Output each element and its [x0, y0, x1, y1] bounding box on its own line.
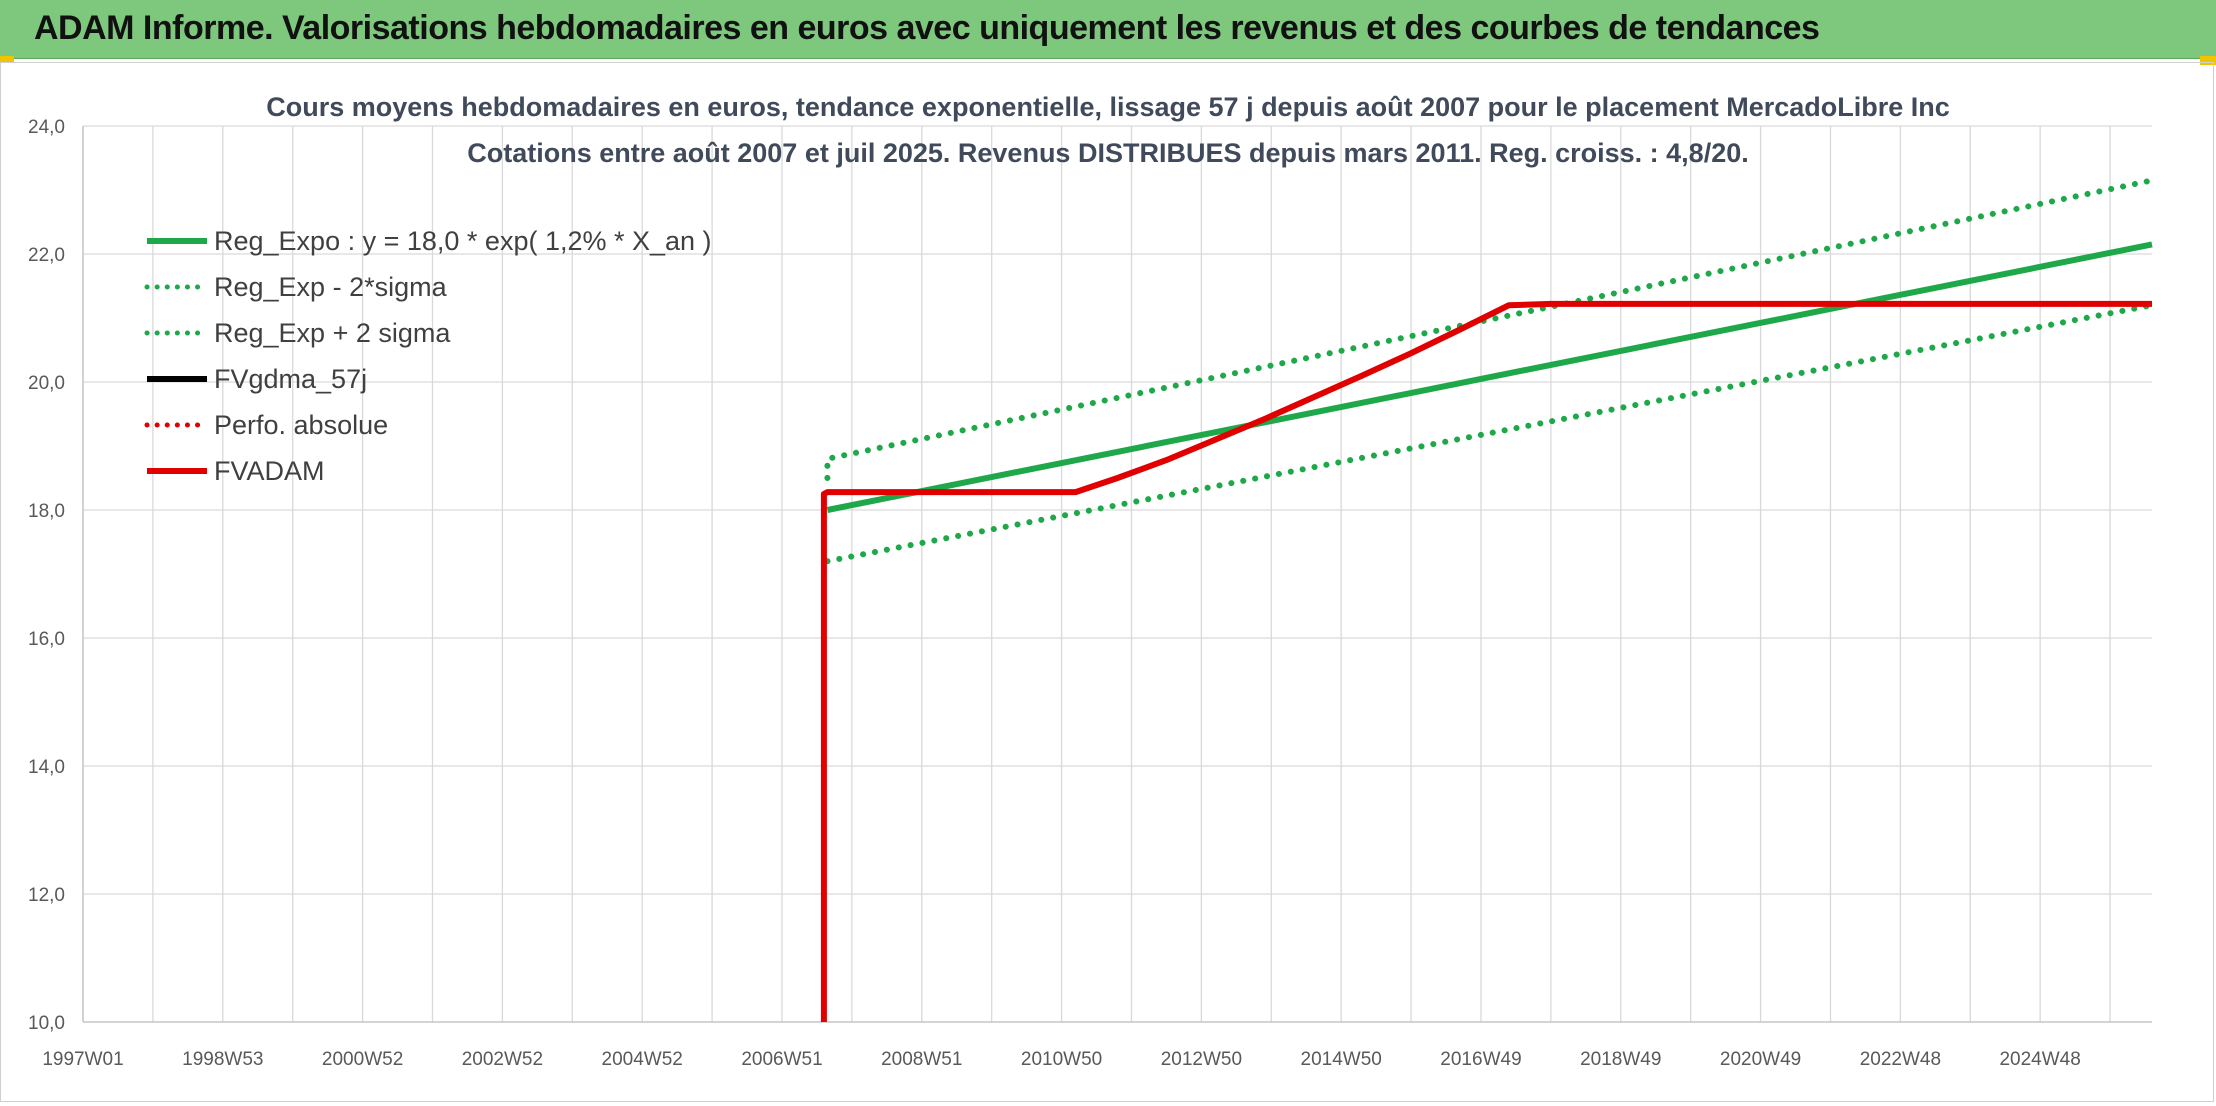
legend-label: Reg_Expo : y = 18,0 * exp( 1,2% * X_an ) — [214, 225, 712, 256]
x-tick-label: 2002W52 — [462, 1049, 543, 1070]
series-lines — [820, 177, 2155, 1022]
series-line-5 — [820, 300, 2152, 1022]
y-tick-label: 16,0 — [28, 629, 65, 650]
x-tick-label: 2020W49 — [1720, 1049, 1801, 1070]
x-tick-label: 1997W01 — [42, 1049, 123, 1070]
chart-legend: Reg_Expo : y = 18,0 * exp( 1,2% * X_an )… — [144, 218, 712, 494]
legend-swatch — [144, 284, 210, 290]
x-tick-label: 1998W53 — [182, 1049, 263, 1070]
legend-item: FVgdma_57j — [144, 356, 712, 402]
y-tick-label: 14,0 — [28, 757, 65, 778]
x-tick-label: 2004W52 — [602, 1049, 683, 1070]
chart-subtitle: Cotations entre août 2007 et juil 2025. … — [467, 138, 1749, 168]
y-tick-label: 12,0 — [28, 885, 65, 906]
legend-swatch — [147, 238, 207, 244]
grid-lines — [82, 125, 2152, 1023]
legend-swatch — [144, 422, 210, 428]
x-tick-label: 2010W50 — [1021, 1049, 1102, 1070]
series-line-1 — [824, 302, 2155, 565]
corner-marker-right — [2200, 56, 2216, 65]
y-tick-label: 24,0 — [28, 117, 65, 138]
x-tick-label: 2018W49 — [1580, 1049, 1661, 1070]
legend-swatch — [147, 468, 207, 474]
tick-labels: 10,0 12,0 14,0 16,0 18,0 20,0 22,0 24,0 1997W01 1… — [28, 117, 2081, 1070]
legend-label: FVgdma_57j — [214, 363, 368, 394]
x-tick-label: 2012W50 — [1161, 1049, 1242, 1070]
report-banner: ADAM Informe. Valorisations hebdomadaire… — [0, 0, 2216, 59]
x-tick-label: 2008W51 — [881, 1049, 962, 1070]
corner-marker-left — [0, 56, 14, 63]
legend-swatch — [147, 376, 207, 382]
chart-title: Cours moyens hebdomadaires en euros, ten… — [266, 92, 1950, 122]
legend-item: FVADAM — [144, 448, 712, 494]
report-title: ADAM Informe. Valorisations hebdomadaire… — [34, 9, 1820, 47]
series-line-2 — [824, 177, 2155, 481]
x-tick-label: 2014W50 — [1301, 1049, 1382, 1070]
legend-label: Perfo. absolue — [214, 409, 389, 440]
chart-area — [0, 62, 2214, 1102]
series-line-0 — [826, 241, 2153, 513]
legend-item: Perfo. absolue — [144, 402, 712, 448]
y-tick-label: 22,0 — [28, 245, 65, 266]
legend-swatch — [144, 330, 210, 336]
legend-label: Reg_Exp - 2*sigma — [214, 271, 447, 302]
legend-label: FVADAM — [214, 455, 325, 486]
y-tick-label: 10,0 — [28, 1013, 65, 1034]
y-tick-label: 18,0 — [28, 501, 65, 522]
x-tick-label: 2006W51 — [741, 1049, 822, 1070]
legend-item: Reg_Expo : y = 18,0 * exp( 1,2% * X_an ) — [144, 218, 712, 264]
legend-label: Reg_Exp + 2 sigma — [214, 317, 451, 348]
legend-item: Reg_Exp + 2 sigma — [144, 310, 712, 356]
legend-item: Reg_Exp - 2*sigma — [144, 264, 712, 310]
x-tick-label: 2024W48 — [1999, 1049, 2080, 1070]
x-tick-label: 2016W49 — [1440, 1049, 1521, 1070]
x-tick-label: 2000W52 — [322, 1049, 403, 1070]
x-tick-label: 2022W48 — [1860, 1049, 1941, 1070]
axes — [82, 126, 2152, 1023]
y-tick-label: 20,0 — [28, 373, 65, 394]
